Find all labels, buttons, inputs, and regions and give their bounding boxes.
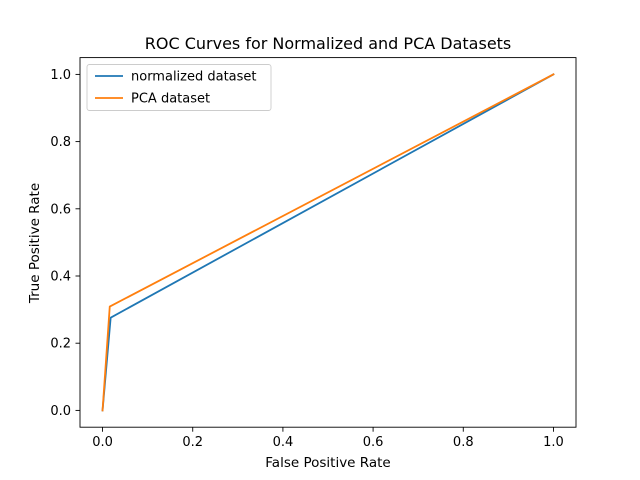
legend: normalized dataset PCA dataset: [86, 64, 272, 111]
y-axis-label: True Positive Rate: [27, 183, 43, 304]
x-tick-label: 0.4: [273, 435, 294, 450]
y-tick-label: 1.0: [50, 68, 71, 83]
y-tick-label: 0.2: [50, 337, 71, 352]
x-tick-label: 0.0: [92, 435, 113, 450]
series-line-1: [101, 73, 555, 412]
y-tick-label: 0.4: [50, 270, 71, 285]
x-tick-label: 0.2: [182, 435, 203, 450]
y-tick-label: 0.6: [50, 202, 71, 217]
x-tick-label: 0.6: [363, 435, 384, 450]
x-tick-label: 0.8: [453, 435, 474, 450]
legend-box: [86, 64, 272, 111]
legend-label-1: PCA dataset: [131, 92, 210, 107]
y-tick-label: 0.0: [50, 404, 71, 419]
y-tick-label: 0.8: [50, 135, 71, 150]
chart-title: ROC Curves for Normalized and PCA Datase…: [145, 34, 512, 53]
axes-frame: [79, 57, 577, 428]
legend-label-0: normalized dataset: [131, 70, 257, 85]
x-axis-label: False Positive Rate: [265, 455, 390, 471]
x-tick-label: 1.0: [543, 435, 564, 450]
plot-area: 0.0 0.2 0.4 0.6 0.8 1.0 0.0 0.2 0.4 0.6 0.8 1.0: [50, 57, 577, 450]
